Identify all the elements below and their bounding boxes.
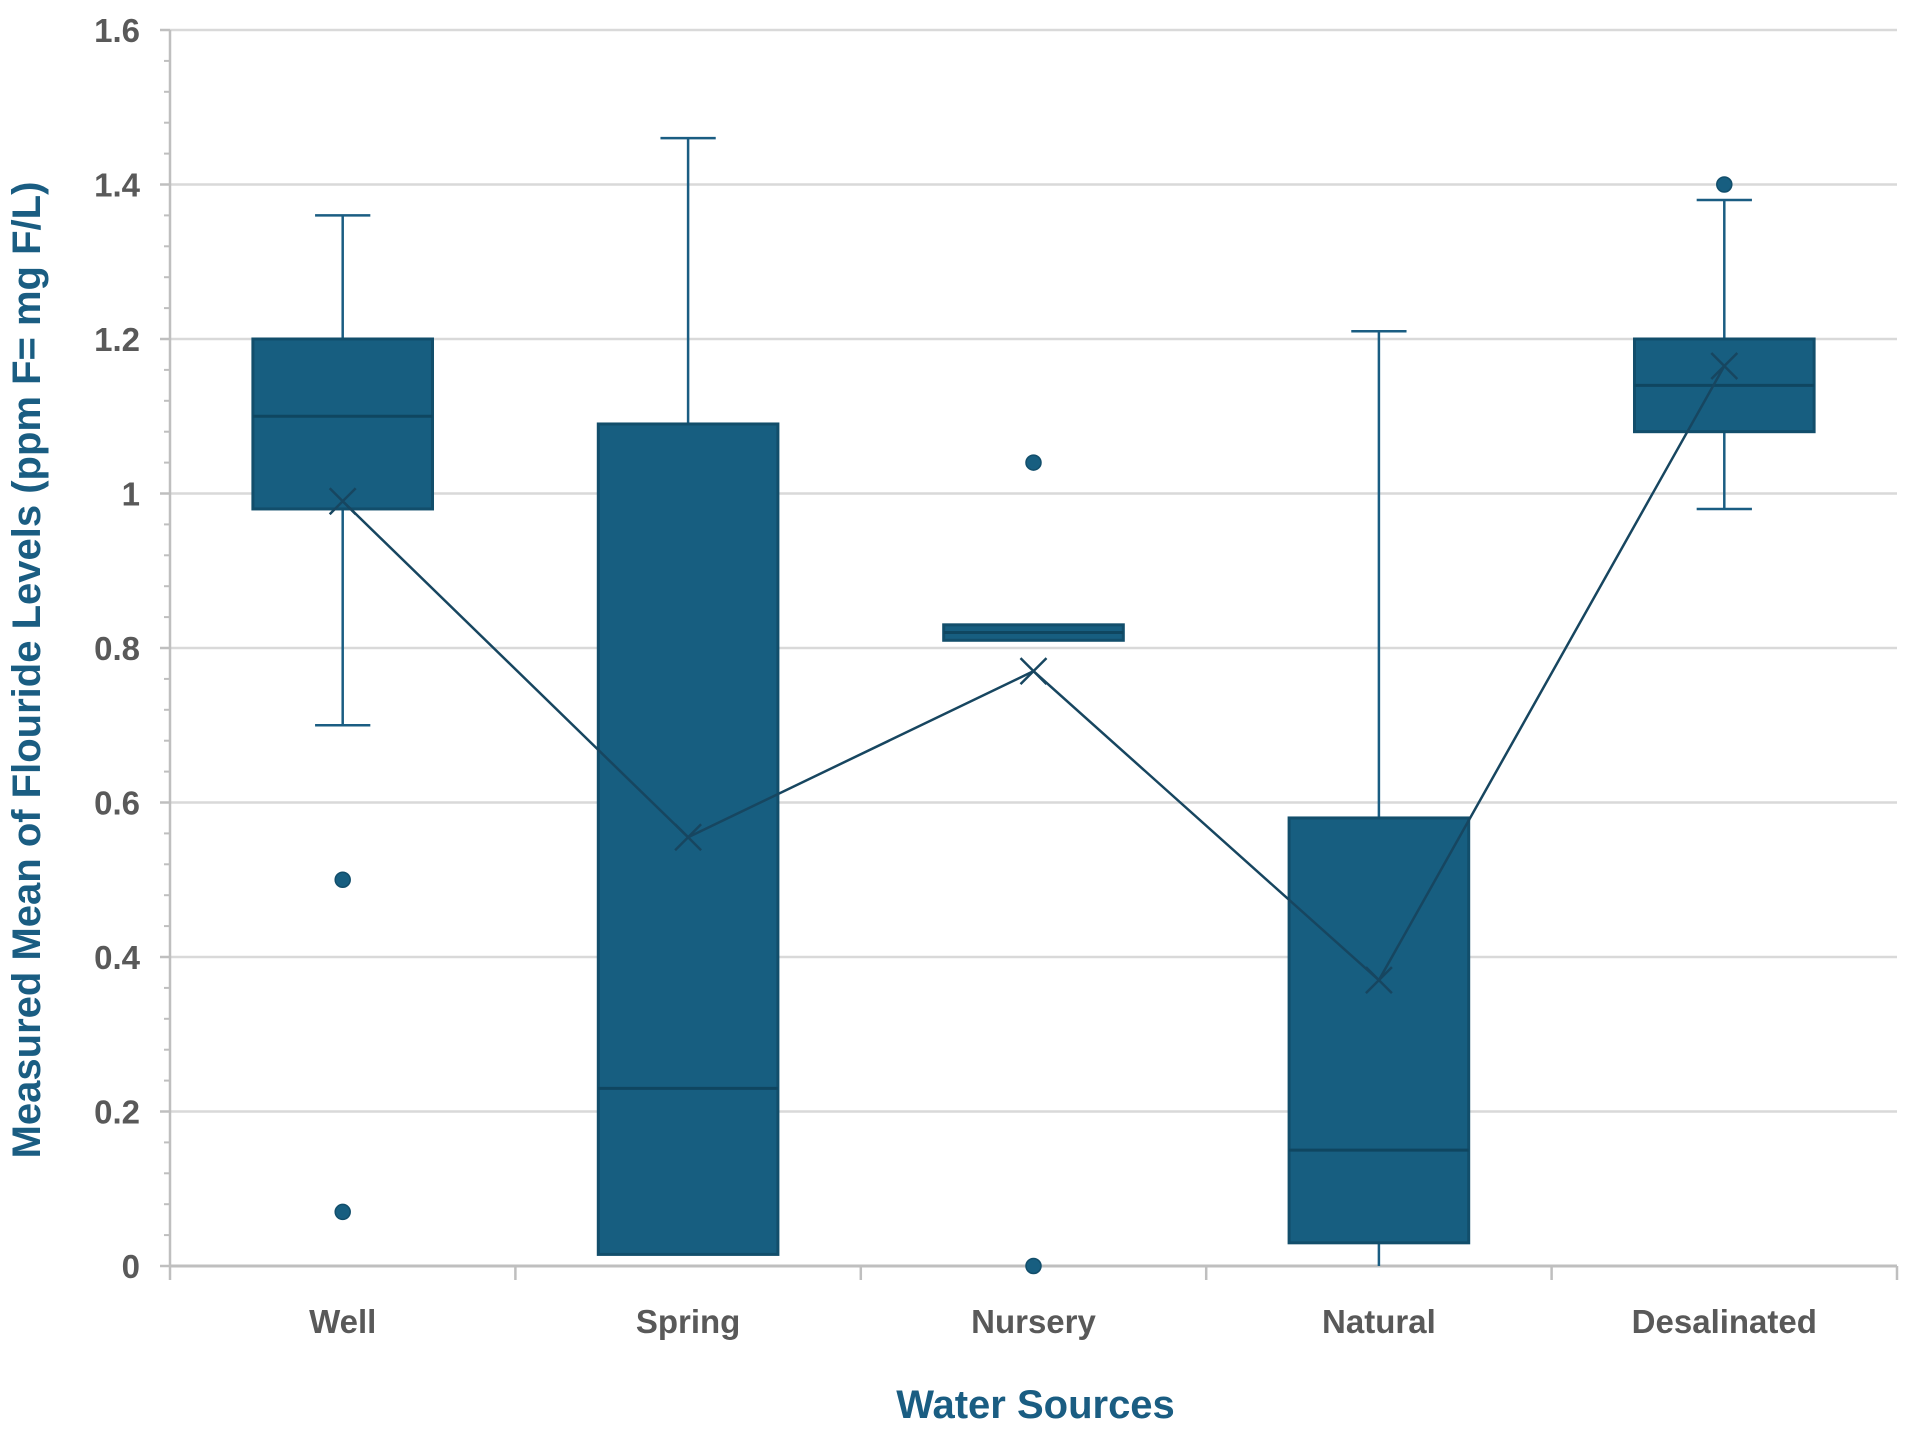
y-tick-label: 0.2	[94, 1094, 140, 1131]
y-tick-label: 1	[122, 476, 140, 513]
x-tick-label: Well	[309, 1303, 376, 1340]
x-axis-title: Water Sources	[896, 1383, 1175, 1427]
outlier-point	[1025, 454, 1042, 471]
outlier-point	[1716, 176, 1733, 193]
x-tick-labels: Well Spring Nursery Natural Desalinated	[309, 1303, 1817, 1340]
x-tick-label: Nursery	[971, 1303, 1096, 1340]
y-tick-label: 0.4	[94, 939, 141, 976]
y-tick-label: 0.6	[94, 785, 140, 822]
outlier-point	[334, 871, 351, 888]
y-axis-title: Measured Mean of Flouride Levels (ppm F=…	[5, 182, 49, 1159]
mean-polyline	[341, 365, 1726, 983]
boxes	[251, 136, 1816, 1275]
gridlines	[170, 28, 1897, 1113]
y-tick-label: 0	[122, 1248, 140, 1285]
mean-line	[341, 365, 1726, 983]
y-tick-label: 1.4	[94, 167, 141, 204]
y-tick-label: 1.6	[94, 12, 140, 49]
x-tick-label: Desalinated	[1632, 1303, 1817, 1340]
y-tick-label: 0.8	[94, 630, 140, 667]
box-natural	[1287, 330, 1471, 1266]
y-tick-label: 1.2	[94, 321, 140, 358]
iqr-box	[1287, 816, 1471, 1245]
outlier-point	[1025, 1257, 1042, 1275]
box-nursery	[942, 454, 1125, 1275]
y-axis: 0 0.2 0.4 0.6 0.8 1 1.2 1.4 1.6	[94, 12, 172, 1285]
box-desalinated	[1632, 176, 1816, 511]
outlier-point	[334, 1203, 351, 1221]
box-well	[251, 214, 435, 1221]
iqr-box	[596, 422, 780, 1256]
mean-marker	[328, 487, 357, 516]
box-spring	[596, 136, 780, 1256]
x-tick-label: Natural	[1322, 1303, 1436, 1340]
x-tick-label: Spring	[636, 1303, 741, 1340]
iqr-box	[251, 337, 435, 511]
